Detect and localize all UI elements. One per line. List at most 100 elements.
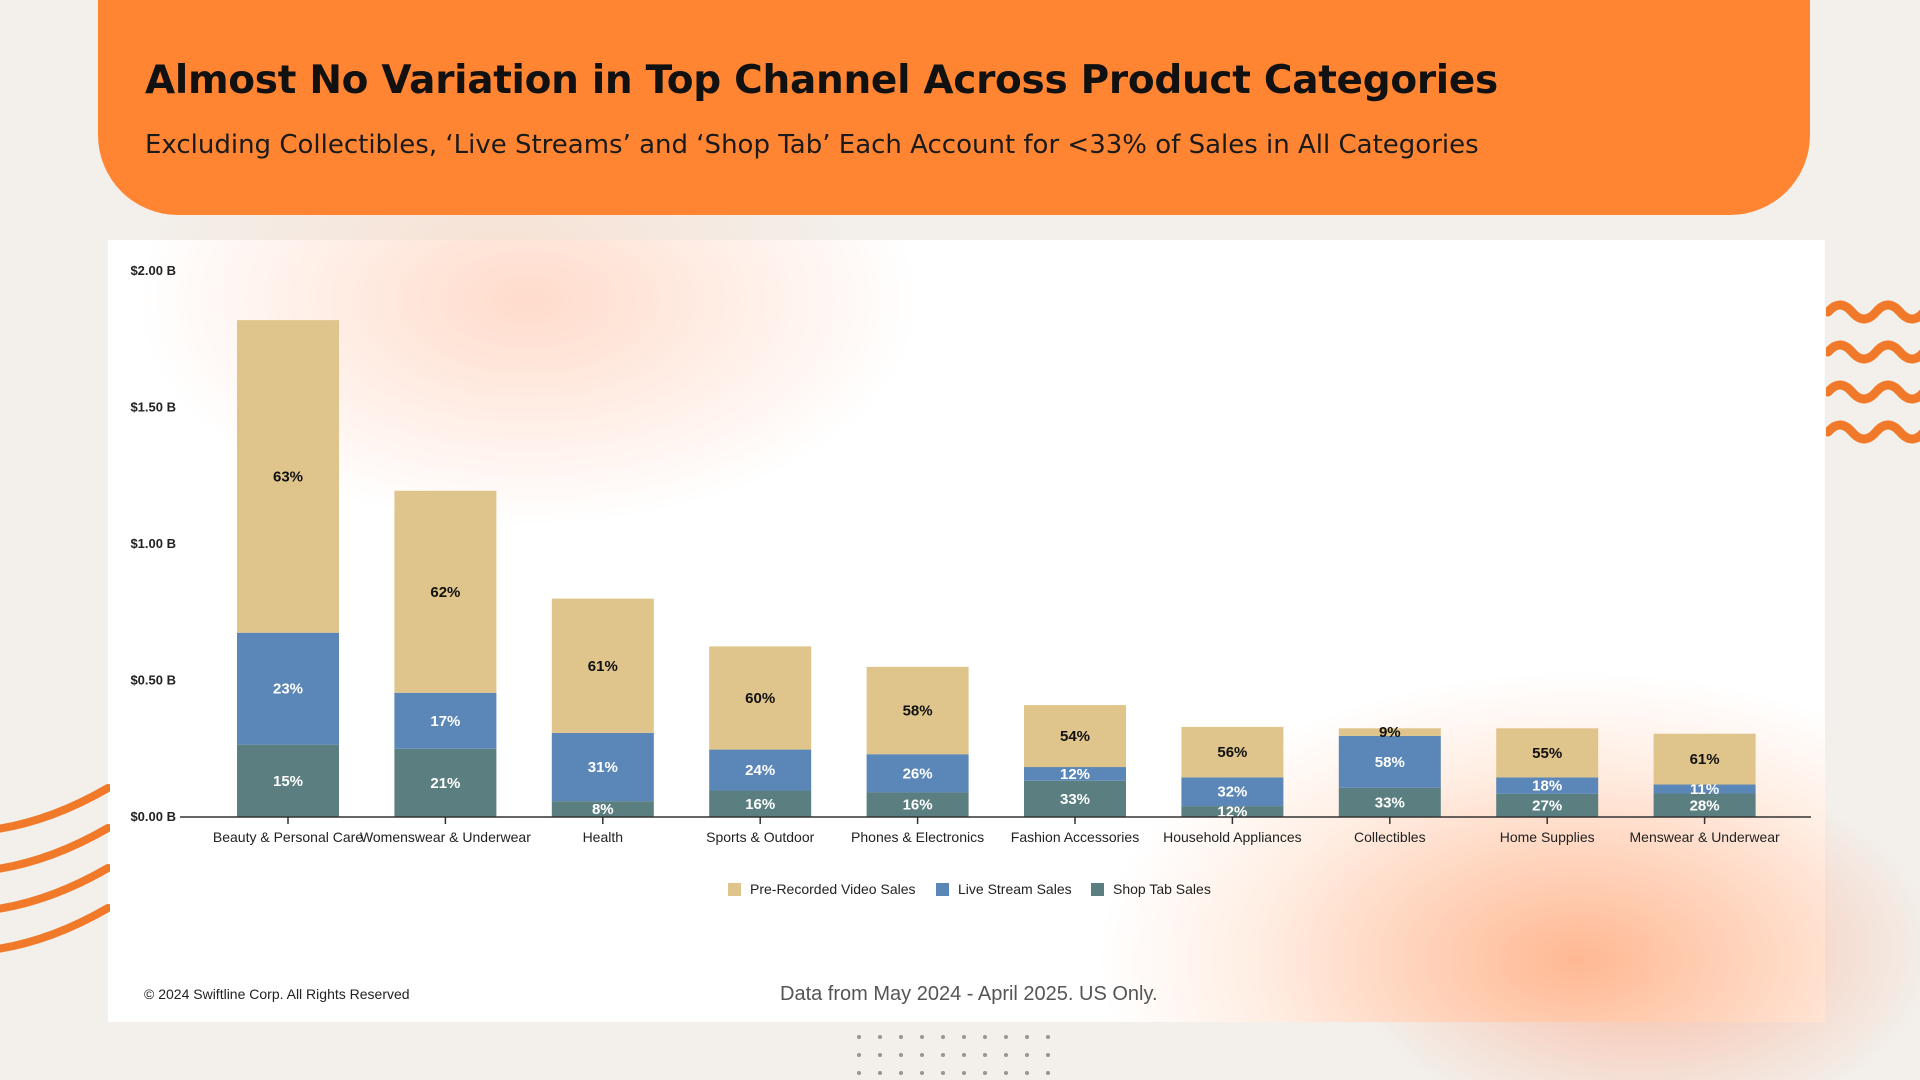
bar-segment [1496,793,1599,817]
bar-data-label: 55% [1532,745,1562,762]
bar-data-label: 58% [1375,754,1405,771]
decor-dot [962,1053,966,1057]
decor-dot [1025,1071,1029,1075]
bar-segment [866,792,969,817]
y-tick-label: $1.00 B [130,536,176,551]
bar-data-label: 24% [745,762,775,779]
bar-data-label: 60% [745,690,775,707]
x-tick-label: Beauty & Personal Care [213,829,363,845]
bar-data-label: 33% [1375,794,1405,811]
decor-dot [857,1053,861,1057]
decor-dot [920,1035,924,1039]
page-title: Almost No Variation in Top Channel Acros… [145,58,1498,103]
decor-dot [857,1035,861,1039]
y-tick-label: $2.00 B [130,263,176,278]
legend-swatch [728,883,741,896]
decor-dot [1025,1035,1029,1039]
bar-segment [1338,787,1441,817]
decor-dot [1046,1035,1050,1039]
decor-dot [1046,1071,1050,1075]
decor-dot [1004,1035,1008,1039]
y-tick-label: $0.50 B [130,673,176,688]
bar-data-label: 16% [745,796,775,813]
bar-segment [237,744,339,817]
bar-segment [1338,735,1441,788]
x-tick-label: Sports & Outdoor [706,829,815,845]
legend-swatch [936,883,949,896]
bar-segment [1653,784,1756,794]
x-tick-label: Womenswear & Underwear [360,829,531,845]
bar-data-label: 15% [273,773,303,790]
decor-dot [941,1071,945,1075]
bar-data-label: 56% [1217,744,1247,761]
decor-dot [983,1035,987,1039]
bar-segment [1653,733,1756,785]
bar-segment [394,490,497,693]
x-tick-label: Health [583,829,623,845]
bar-data-label: 62% [430,584,460,601]
page-subtitle: Excluding Collectibles, ‘Live Streams’ a… [145,130,1479,160]
chart-panel: $0.00 B $0.50 B $1.00 B $1.50 B $2.00 B 15% 23… [108,240,1825,1022]
decorative-waves-left [0,784,110,953]
bar-segment [1024,767,1126,781]
decor-dot [920,1053,924,1057]
bar-segment [551,732,654,802]
bar-data-label: 33% [1060,791,1090,808]
bar-segment [1024,705,1126,768]
decor-dot [1004,1071,1008,1075]
bar-segment [394,692,497,749]
bar-segment [1496,728,1599,778]
bar-data-label: 9% [1379,724,1401,741]
bar-segment [1181,726,1284,778]
decor-dot [920,1071,924,1075]
bar-segment [1653,793,1756,817]
bar-data-label: 8% [592,801,614,818]
decor-dot [983,1071,987,1075]
bar-data-label: 18% [1532,778,1562,795]
bar-segment [1024,780,1126,817]
data-footnote: Data from May 2024 - April 2025. US Only… [780,983,1158,1005]
decor-dot [1025,1053,1029,1057]
bar-data-label: 26% [903,765,933,782]
bar-segment [394,748,497,817]
bar-segment [1338,728,1441,736]
decor-dot [899,1053,903,1057]
bar-segment [237,320,339,633]
legend-label: Live Stream Sales [958,881,1072,897]
bar-data-label: 11% [1690,781,1719,798]
bar-segment [866,666,969,755]
bar-data-label: 17% [430,713,460,730]
decor-dot [878,1071,882,1075]
decor-dot [983,1053,987,1057]
y-tick-label: $0.00 B [130,809,176,824]
bar-segment [709,646,812,750]
bar-segment [709,790,812,817]
stacked-bar-chart: $0.00 B $0.50 B $1.00 B $1.50 B $2.00 B 15% 23… [130,263,1811,897]
bar-data-label: 16% [903,797,933,814]
bar-data-label: 54% [1060,728,1090,745]
decorative-waves-right [1826,300,1920,444]
decor-dot [857,1071,861,1075]
bar-segment [551,801,654,817]
bar-data-label: 58% [903,703,933,720]
decor-dot [878,1053,882,1057]
legend-label: Pre-Recorded Video Sales [750,881,916,897]
decor-dot [878,1035,882,1039]
x-tick-label: Collectibles [1354,829,1426,845]
decor-dot [1046,1053,1050,1057]
x-tick-label: Household Appliances [1163,829,1302,845]
header-banner [98,0,1810,215]
bar-segment [866,754,969,793]
bar-data-label: 27% [1532,797,1562,814]
bar-segment [1181,806,1284,817]
legend-label: Shop Tab Sales [1113,881,1211,897]
decor-dot [941,1053,945,1057]
y-tick-label: $1.50 B [130,400,176,415]
decor-dot [899,1035,903,1039]
bar-segment [1181,777,1284,807]
x-tick-label: Menswear & Underwear [1630,829,1781,845]
bar-data-label: 61% [588,658,618,675]
bar-data-label: 28% [1690,797,1720,814]
decorative-dots [857,1035,1050,1075]
bar-segment [551,598,654,733]
